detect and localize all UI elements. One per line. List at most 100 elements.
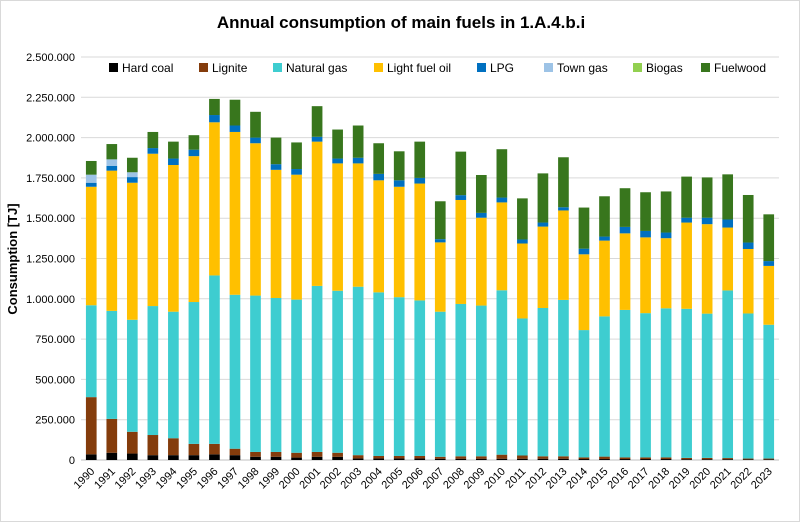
- bar-segment-fuelwood: [517, 198, 528, 240]
- bar-segment-light-fuel-oil: [434, 242, 446, 312]
- bar-segment-light-fuel-oil: [106, 170, 118, 311]
- bar-segment-hard-coal: [660, 459, 672, 460]
- x-tick-label: 2004: [359, 466, 385, 492]
- bar-segment-lignite: [578, 457, 590, 460]
- x-tick-label: 2020: [687, 466, 713, 492]
- bar-segment-hard-coal: [106, 452, 118, 460]
- legend-swatch: [374, 63, 383, 72]
- bar-segment-natural-gas: [352, 286, 364, 456]
- bar-segment-light-fuel-oil: [250, 143, 261, 296]
- bar-segment-fuelwood: [311, 106, 323, 137]
- bar-segment-natural-gas: [168, 311, 179, 439]
- legend-label: Hard coal: [122, 61, 173, 75]
- bar-segment-lignite: [85, 397, 97, 455]
- bar-segment-natural-gas: [496, 290, 508, 455]
- bar-segment-natural-gas: [475, 305, 487, 457]
- bar-segment-lignite: [332, 452, 343, 457]
- bar-segment-lpg: [619, 226, 631, 234]
- bar-segment-natural-gas: [701, 313, 713, 458]
- bar-segment-lpg: [742, 242, 754, 249]
- bar-segment-town-gas: [106, 159, 118, 166]
- bar-segment-lignite: [660, 457, 672, 460]
- bar-segment-fuelwood: [85, 160, 97, 175]
- bar-segment-natural-gas: [640, 313, 651, 458]
- x-tick-label: 2002: [318, 466, 344, 492]
- bar-segment-hard-coal: [475, 458, 487, 460]
- bar-segment-natural-gas: [681, 308, 692, 458]
- legend-swatch: [633, 63, 642, 72]
- bar-segment-lpg: [270, 164, 282, 170]
- bar-segment-lignite: [763, 458, 775, 460]
- bar-segment-hard-coal: [517, 458, 528, 460]
- bar-segment-hard-coal: [147, 455, 159, 460]
- bar-segment-lpg: [126, 177, 138, 183]
- bar-segment-lpg: [373, 173, 385, 181]
- bar-segment-lpg: [496, 197, 508, 203]
- bar-segment-fuelwood: [332, 129, 343, 159]
- bar-segment-hard-coal: [434, 458, 446, 460]
- bar-segment-fuelwood: [681, 176, 692, 218]
- bar-segment-natural-gas: [660, 308, 672, 458]
- x-tick-label: 2009: [462, 466, 488, 492]
- bar-segment-fuelwood: [434, 201, 446, 240]
- bar-segment-light-fuel-oil: [352, 163, 364, 287]
- bar-segment-hard-coal: [352, 458, 364, 460]
- bar-segment-lpg: [106, 165, 118, 171]
- bar-segment-hard-coal: [209, 454, 220, 460]
- y-tick-label: 1.000.000: [26, 294, 75, 306]
- bar-segment-natural-gas: [311, 285, 323, 452]
- x-tick-label: 2017: [626, 466, 652, 492]
- x-tick-label: 2000: [277, 466, 303, 492]
- legend: Hard coal Lignite Natural gas Light fuel oi…: [109, 61, 766, 75]
- y-tick-label: 1.500.000: [26, 213, 75, 225]
- bar-segment-lignite: [229, 448, 241, 456]
- bar-segment-lpg: [701, 217, 713, 225]
- legend-swatch: [199, 63, 208, 72]
- bar-segment-light-fuel-oil: [311, 141, 323, 286]
- bar-segment-fuelwood: [496, 149, 508, 198]
- x-tick-label: 2019: [667, 466, 693, 492]
- bar-segment-fuelwood: [455, 151, 467, 196]
- bar-segment-hard-coal: [270, 456, 282, 460]
- bar-segment-natural-gas: [126, 319, 138, 432]
- bar-segment-natural-gas: [106, 310, 118, 419]
- y-tick-label: 750.000: [35, 334, 75, 346]
- y-tick-label: 2.500.000: [26, 52, 75, 64]
- bar-segment-natural-gas: [414, 300, 426, 456]
- bar-segment-lignite: [701, 457, 713, 460]
- legend-label: Light fuel oil: [387, 61, 451, 75]
- legend-swatch: [477, 63, 486, 72]
- x-tick-label: 2011: [503, 466, 528, 491]
- bar-segment-lignite: [496, 454, 508, 459]
- bar-segment-fuelwood: [229, 99, 241, 126]
- bar-segment-fuelwood: [291, 142, 302, 170]
- bar-segment-fuelwood: [599, 196, 610, 237]
- x-tick-label: 1994: [154, 466, 180, 492]
- bar-segment-fuelwood: [188, 135, 200, 150]
- bar-segment-light-fuel-oil: [578, 254, 590, 331]
- bar-segment-light-fuel-oil: [660, 238, 672, 309]
- bar-segment-light-fuel-oil: [640, 237, 651, 314]
- bar-segment-hard-coal: [742, 459, 754, 460]
- bars: [85, 98, 775, 460]
- bar-segment-lignite: [147, 435, 159, 456]
- bar-segment-natural-gas: [270, 297, 282, 452]
- bar-segment-fuelwood: [352, 125, 364, 158]
- bar-segment-lpg: [393, 180, 405, 187]
- bar-segment-lpg: [517, 239, 528, 244]
- bar-segment-hard-coal: [455, 458, 467, 460]
- x-tick-label: 2016: [605, 466, 631, 492]
- bar-segment-light-fuel-oil: [722, 227, 734, 291]
- bar-segment-hard-coal: [701, 459, 713, 460]
- bar-segment-natural-gas: [250, 295, 261, 452]
- bar-segment-light-fuel-oil: [496, 202, 508, 291]
- bar-segment-hard-coal: [393, 458, 405, 460]
- bar-segment-lpg: [311, 136, 323, 142]
- bar-segment-lpg: [455, 195, 467, 200]
- bar-segment-hard-coal: [496, 458, 508, 460]
- bar-segment-light-fuel-oil: [619, 233, 631, 310]
- bar-segment-natural-gas: [229, 294, 241, 449]
- bar-segment-natural-gas: [578, 330, 590, 458]
- bar-segment-fuelwood: [373, 143, 385, 174]
